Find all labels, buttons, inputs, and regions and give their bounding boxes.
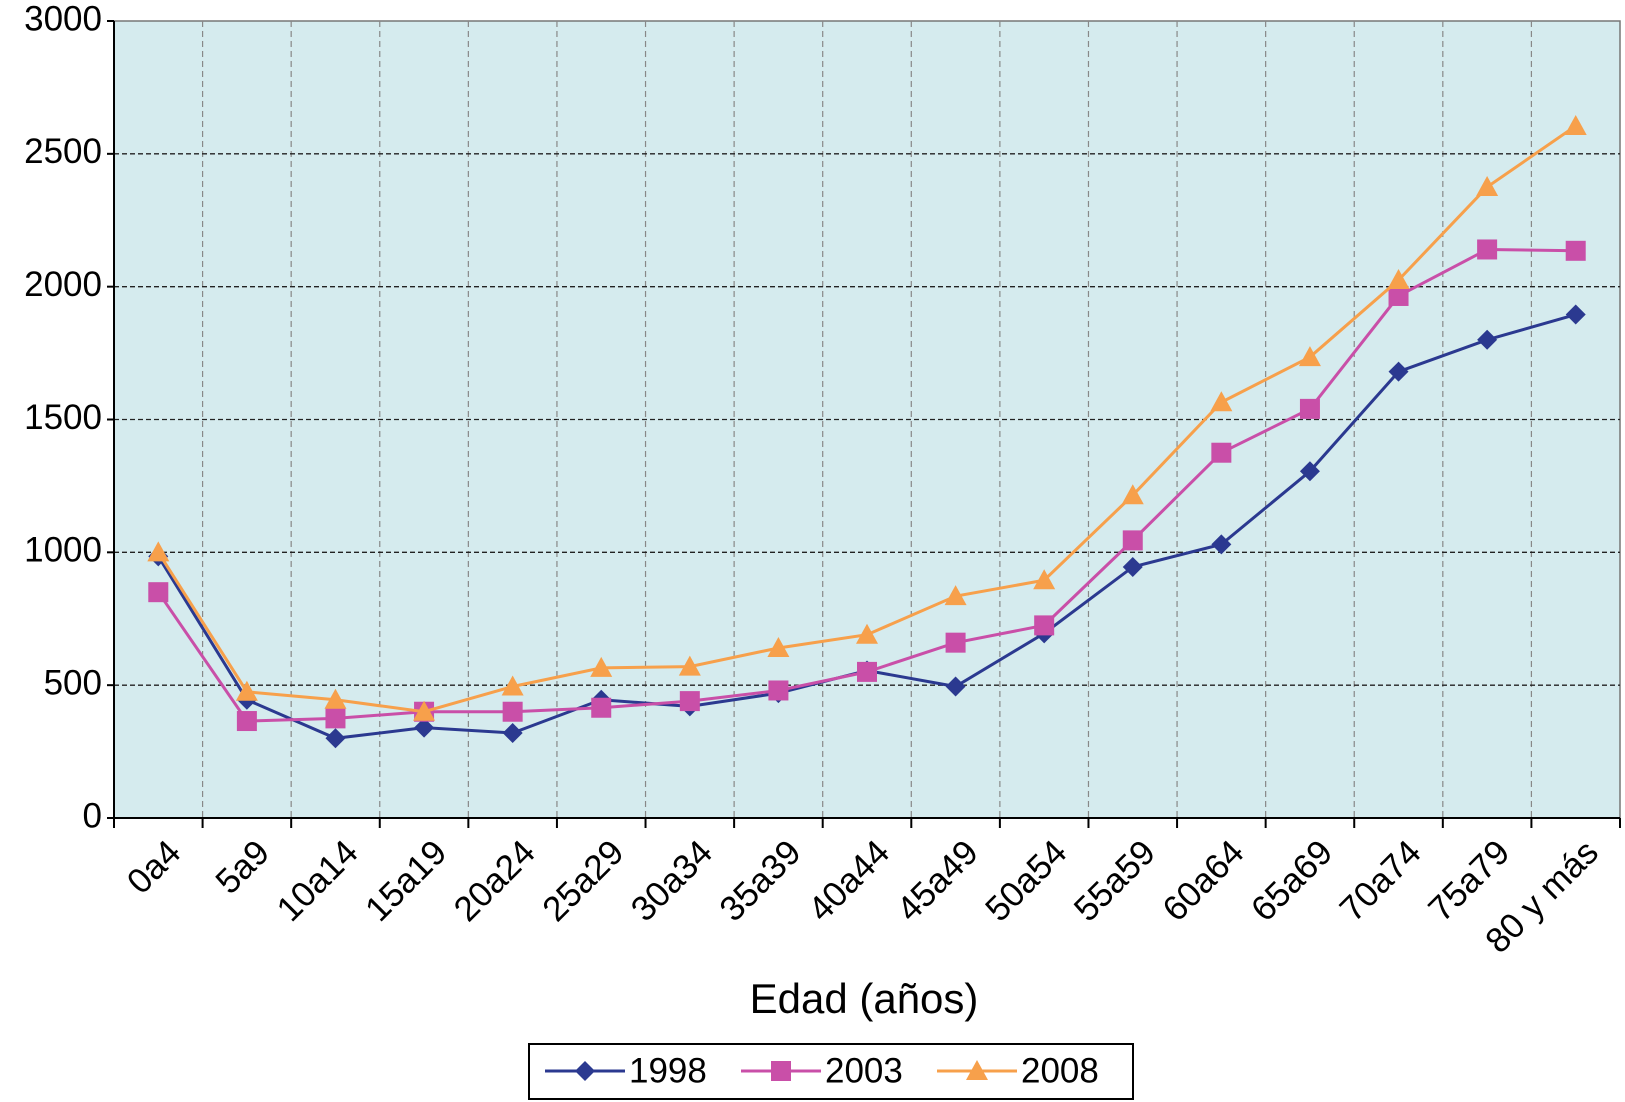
legend-label: 1998: [629, 1051, 707, 1090]
marker: [857, 661, 877, 682]
marker: [1210, 391, 1233, 412]
marker: [324, 688, 347, 709]
legend-label: 2003: [825, 1051, 903, 1090]
marker: [590, 656, 613, 677]
y-tick-label: 2000: [24, 265, 102, 304]
marker: [944, 585, 967, 606]
marker: [945, 632, 966, 653]
marker: [679, 691, 700, 712]
marker: [414, 717, 435, 738]
marker: [1298, 346, 1321, 367]
marker: [1034, 615, 1055, 636]
marker: [591, 697, 612, 718]
marker: [1299, 398, 1320, 419]
marker: [148, 582, 169, 603]
x-tick-label: 5a9: [208, 833, 277, 902]
y-tick-label: 1000: [24, 531, 102, 570]
marker: [1387, 269, 1410, 290]
y-tick-label: 0: [83, 796, 102, 835]
x-tick-label: 45a49: [889, 833, 985, 929]
marker: [856, 623, 878, 644]
marker: [1477, 329, 1498, 350]
x-tick-label: 65a69: [1244, 833, 1340, 929]
y-tick-label: 2500: [24, 132, 102, 171]
marker: [1565, 304, 1586, 325]
marker: [575, 1061, 595, 1081]
marker: [1564, 114, 1587, 135]
x-tick-label: 35a39: [712, 833, 808, 929]
marker: [1211, 442, 1232, 463]
marker: [325, 728, 346, 749]
x-tick-label: 55a59: [1067, 833, 1163, 929]
y-tick-label: 1500: [24, 398, 102, 437]
legend-label: 2008: [1021, 1051, 1099, 1090]
x-tick-label: 15a19: [358, 833, 454, 929]
marker: [502, 722, 523, 743]
x-tick-label: 60a64: [1155, 833, 1251, 929]
marker: [771, 1061, 791, 1081]
x-tick-label: 10a14: [269, 833, 365, 929]
x-axis-label: Edad (años): [750, 975, 979, 1022]
marker: [501, 675, 524, 696]
marker: [1122, 556, 1143, 577]
marker: [1477, 239, 1498, 260]
x-tick-label: 40a44: [801, 833, 897, 929]
marker: [768, 680, 789, 701]
marker: [1388, 361, 1409, 382]
x-tick-label: 70a74: [1332, 833, 1428, 929]
legend: 1998 2003 2008: [528, 1043, 1134, 1100]
marker: [1121, 484, 1144, 505]
y-tick-label: 3000: [24, 0, 102, 38]
marker: [1299, 461, 1320, 482]
x-tick-label: 50a54: [978, 833, 1074, 929]
marker: [767, 636, 790, 657]
x-tick-label: 25a29: [535, 833, 631, 929]
marker: [502, 701, 523, 722]
marker: [945, 676, 966, 697]
legend-box: [528, 1043, 1134, 1100]
x-tick-label: 0a4: [120, 833, 189, 902]
marker: [1122, 530, 1143, 551]
marker: [1565, 240, 1586, 261]
marker: [413, 700, 436, 721]
marker: [966, 1060, 988, 1080]
marker: [1211, 534, 1232, 555]
y-tick-label: 500: [44, 663, 102, 702]
marker: [1476, 176, 1499, 197]
marker: [678, 655, 701, 676]
marker: [325, 708, 346, 729]
marker: [236, 711, 257, 732]
x-tick-label: 20a24: [446, 833, 542, 929]
marker: [147, 541, 170, 562]
marker: [235, 680, 258, 701]
marker: [1388, 285, 1409, 306]
x-tick-label: 30a34: [624, 833, 720, 929]
marker: [1033, 569, 1056, 590]
